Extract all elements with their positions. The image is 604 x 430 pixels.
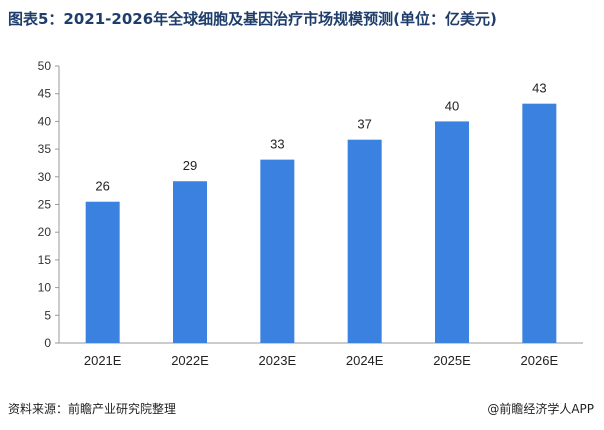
- bar-chart: 0 5 10 15 20 25 30 35 40 45 50 26 29 33 37 40 43 2021E 2…: [38, 59, 583, 368]
- y-tick-label: 45: [38, 87, 52, 101]
- data-label-2024E: 37: [357, 117, 371, 132]
- data-label-2021E: 26: [95, 179, 109, 194]
- bar-2026E: [522, 103, 557, 343]
- y-tick-label: 20: [38, 225, 52, 239]
- bar-2024E: [347, 139, 382, 343]
- data-label-2025E: 40: [445, 98, 459, 113]
- data-label-2023E: 33: [270, 137, 284, 152]
- y-tick-label: 25: [38, 198, 52, 212]
- credit-note: @前瞻经济学人APP: [487, 402, 594, 416]
- x-tick-label-2025E: 2025E: [433, 353, 471, 368]
- x-tick-label-2022E: 2022E: [171, 353, 209, 368]
- bar-2021E: [85, 201, 120, 343]
- x-tick-label-2021E: 2021E: [84, 353, 122, 368]
- chart-title: 图表5：2021-2026年全球细胞及基因治疗市场规模预测(单位：亿美元): [8, 10, 497, 28]
- y-tick-label: 30: [38, 170, 52, 184]
- bar-2023E: [260, 159, 295, 343]
- data-label-2026E: 43: [532, 81, 546, 96]
- source-note: 资料来源：前瞻产业研究院整理: [8, 402, 177, 416]
- x-tick-label-2026E: 2026E: [521, 353, 559, 368]
- y-tick-label: 40: [38, 114, 52, 128]
- bar-2025E: [435, 121, 469, 344]
- y-tick-label: 15: [38, 253, 52, 267]
- data-label-2022E: 29: [183, 158, 197, 173]
- y-tick-label: 5: [44, 308, 51, 322]
- y-tick-label: 35: [38, 142, 52, 156]
- y-tick-label: 0: [44, 336, 51, 350]
- x-tick-label-2024E: 2024E: [346, 353, 384, 368]
- bar-2022E: [173, 181, 207, 343]
- x-tick-label-2023E: 2023E: [259, 353, 297, 368]
- y-tick-label: 50: [38, 59, 52, 73]
- y-tick-label: 10: [38, 281, 52, 295]
